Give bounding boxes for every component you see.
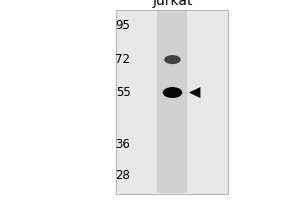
Text: 28: 28 (116, 169, 130, 182)
Text: 36: 36 (116, 138, 130, 151)
Text: 55: 55 (116, 86, 130, 99)
Ellipse shape (164, 55, 181, 64)
Text: 72: 72 (116, 53, 130, 66)
Text: Jurkat: Jurkat (152, 0, 193, 8)
Bar (158, 11, 188, 193)
Bar (116, 10, 228, 194)
Ellipse shape (163, 87, 182, 98)
Text: 95: 95 (116, 19, 130, 32)
Polygon shape (189, 87, 200, 98)
